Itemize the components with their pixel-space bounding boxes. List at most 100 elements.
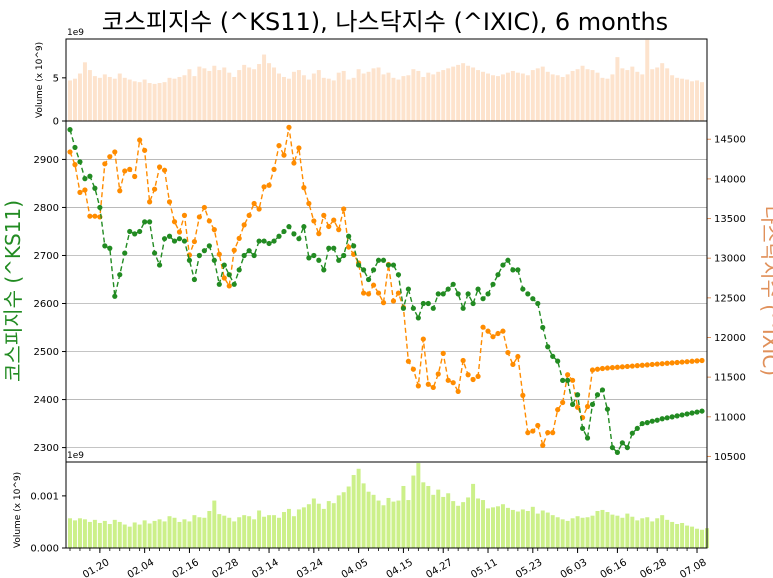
y-tick-label: 0.001	[30, 491, 59, 502]
kospi-volume-bar	[481, 500, 486, 548]
kospi-volume-bar	[640, 518, 645, 548]
kospi-point	[430, 305, 436, 311]
nasdaq-point	[87, 213, 93, 219]
nasdaq-volume-bar	[262, 54, 267, 121]
nasdaq-point	[102, 161, 108, 167]
nasdaq-volume-bar	[326, 78, 331, 121]
nasdaq-volume-bar	[97, 77, 102, 121]
nasdaq-volume-bar	[605, 78, 610, 121]
kospi-point	[306, 255, 312, 261]
kospi-point	[92, 185, 98, 191]
nasdaq-point	[500, 328, 506, 334]
kospi-point	[679, 412, 685, 418]
nasdaq-point	[92, 213, 98, 219]
kospi-point	[400, 305, 407, 311]
kospi-volume-bar	[117, 521, 122, 548]
kospi-volume-bar	[272, 515, 277, 548]
kospi-volume-bar	[286, 508, 291, 548]
kospi-volume-bar	[177, 521, 182, 548]
nasdaq-volume-bar	[580, 65, 585, 121]
nasdaq-point	[361, 290, 367, 296]
nasdaq-volume-bar	[545, 71, 550, 121]
nasdaq-y-ticks: 10500 11000 11500 12000 12500 13000 13500 14000…	[707, 135, 746, 463]
nasdaq-point	[614, 364, 621, 370]
nasdaq-volume-bar	[411, 69, 416, 121]
price-gridlines	[66, 159, 707, 448]
kospi-volume-bar	[137, 524, 142, 548]
kospi-volume-bar	[301, 507, 306, 548]
kospi-volume-bar	[207, 510, 212, 548]
nasdaq-point	[206, 218, 212, 224]
kospi-point	[132, 231, 138, 237]
kospi-volume-bar	[665, 519, 670, 548]
kospi-point	[654, 417, 660, 423]
nasdaq-volume-bar	[505, 72, 510, 121]
nasdaq-volume-bar	[281, 76, 286, 121]
kospi-volume-bar	[505, 507, 510, 548]
nasdaq-volume-bar	[446, 68, 451, 121]
nasdaq-volume-bar	[590, 70, 595, 121]
nasdaq-volume-bar	[112, 78, 117, 121]
nasdaq-volume-bar	[655, 67, 660, 121]
kospi-volume-bar	[242, 515, 247, 548]
kospi-volume-bar	[82, 519, 87, 548]
nasdaq-point	[470, 376, 476, 383]
kospi-point	[176, 236, 183, 242]
nasdaq-volume-bar	[525, 75, 530, 121]
nasdaq-point	[72, 162, 78, 168]
kospi-point	[97, 204, 103, 211]
nasdaq-volume-bar	[192, 76, 197, 121]
nasdaq-point	[306, 200, 312, 207]
kospi-tick-label: 2800	[34, 203, 59, 214]
nasdaq-volume-bar	[530, 70, 535, 121]
nasdaq-point	[261, 184, 267, 190]
kospi-volume-bar	[172, 517, 177, 548]
nasdaq-volume-y-label: Volume (x 10^9)	[35, 42, 45, 118]
kospi-point	[271, 238, 277, 244]
nasdaq-point	[684, 359, 690, 365]
nasdaq-volume-bar	[242, 64, 247, 121]
nasdaq-point	[82, 187, 88, 193]
nasdaq-volume-bar	[595, 72, 600, 121]
kospi-point	[251, 252, 257, 259]
nasdaq-volume-bar	[72, 78, 77, 121]
nasdaq-point	[77, 189, 83, 195]
kospi-point	[301, 224, 307, 230]
nasdaq-point	[540, 442, 546, 448]
kospi-volume-bar	[102, 520, 107, 548]
nasdaq-volume-bar	[291, 71, 296, 121]
kospi-point	[316, 257, 322, 263]
kospi-point	[475, 286, 481, 292]
nasdaq-volume-bar	[127, 79, 132, 121]
nasdaq-volume-bar	[660, 63, 665, 121]
nasdaq-volume-bar	[217, 70, 222, 121]
nasdaq-point	[241, 222, 247, 228]
nasdaq-point	[430, 384, 436, 391]
nasdaq-volume-bar	[575, 69, 580, 121]
nasdaq-volume-bar	[665, 68, 670, 121]
kospi-point	[77, 159, 83, 165]
nasdaq-point	[301, 185, 307, 191]
kospi-point	[619, 440, 625, 446]
kospi-volume-bar	[540, 510, 545, 548]
x-tick-label: 04.05	[340, 557, 370, 578]
y-tick-label: 0	[53, 117, 59, 128]
kospi-point	[370, 267, 377, 273]
kospi-volume-bar	[227, 517, 232, 548]
kospi-point	[286, 224, 292, 230]
nasdaq-volume-bar	[212, 65, 217, 121]
kospi-volume-bar	[202, 517, 207, 548]
kospi-point	[629, 430, 635, 436]
nasdaq-volume-bar	[122, 77, 127, 121]
kospi-point	[291, 231, 297, 237]
nasdaq-point	[311, 218, 317, 224]
kospi-volume-bar	[535, 513, 540, 548]
x-tick-label: 04.15	[385, 557, 415, 578]
kospi-point	[674, 413, 680, 419]
kospi-volume-bar	[252, 519, 257, 548]
kospi-volume-bar	[476, 498, 481, 548]
nasdaq-volume-bar	[456, 64, 461, 121]
nasdaq-volume-bar	[436, 71, 441, 121]
kospi-point	[405, 286, 411, 292]
